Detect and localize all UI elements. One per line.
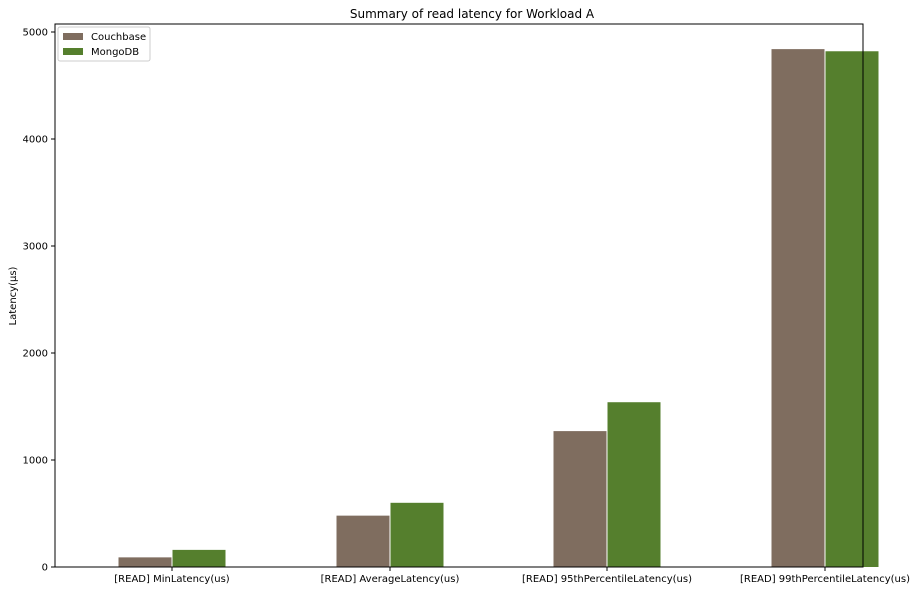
y-axis-label: Latency(µs) [8,266,19,325]
legend-swatch-mongodb [63,48,83,55]
y-tick-label: 4000 [23,135,48,146]
bar-mongodb-0 [172,549,226,567]
bar-mongodb-1 [390,502,444,567]
bars-layer [118,49,879,568]
chart-title: Summary of read latency for Workload A [350,7,595,21]
legend-label-mongodb: MongoDB [91,47,139,58]
x-tick-label: [READ] MinLatency(us) [114,574,230,585]
y-tick-label: 3000 [23,242,48,253]
bar-couchbase-2 [553,431,607,567]
plot-area-frame [54,23,864,568]
legend: Couchbase MongoDB [57,26,151,62]
y-tick-label: 1000 [23,456,48,467]
bar-mongodb-2 [607,402,661,567]
bar-mongodb-3 [825,51,879,567]
legend-swatch-couchbase [63,33,83,40]
bar-couchbase-1 [336,515,390,567]
y-tick-label: 5000 [23,28,48,39]
x-axis-ticks: [READ] MinLatency(us) [READ] AverageLaten… [114,567,910,585]
bar-couchbase-0 [118,557,172,567]
x-tick-label: [READ] 99thPercentileLatency(us) [740,574,910,585]
bar-couchbase-3 [771,49,825,568]
x-tick-label: [READ] 95thPercentileLatency(us) [522,574,692,585]
legend-label-couchbase: Couchbase [91,32,146,43]
y-axis-ticks: 0 1000 2000 3000 4000 5000 [23,28,55,574]
x-tick-label: [READ] AverageLatency(us) [321,574,460,585]
y-tick-label: 2000 [23,349,48,360]
y-tick-label: 0 [42,563,48,574]
